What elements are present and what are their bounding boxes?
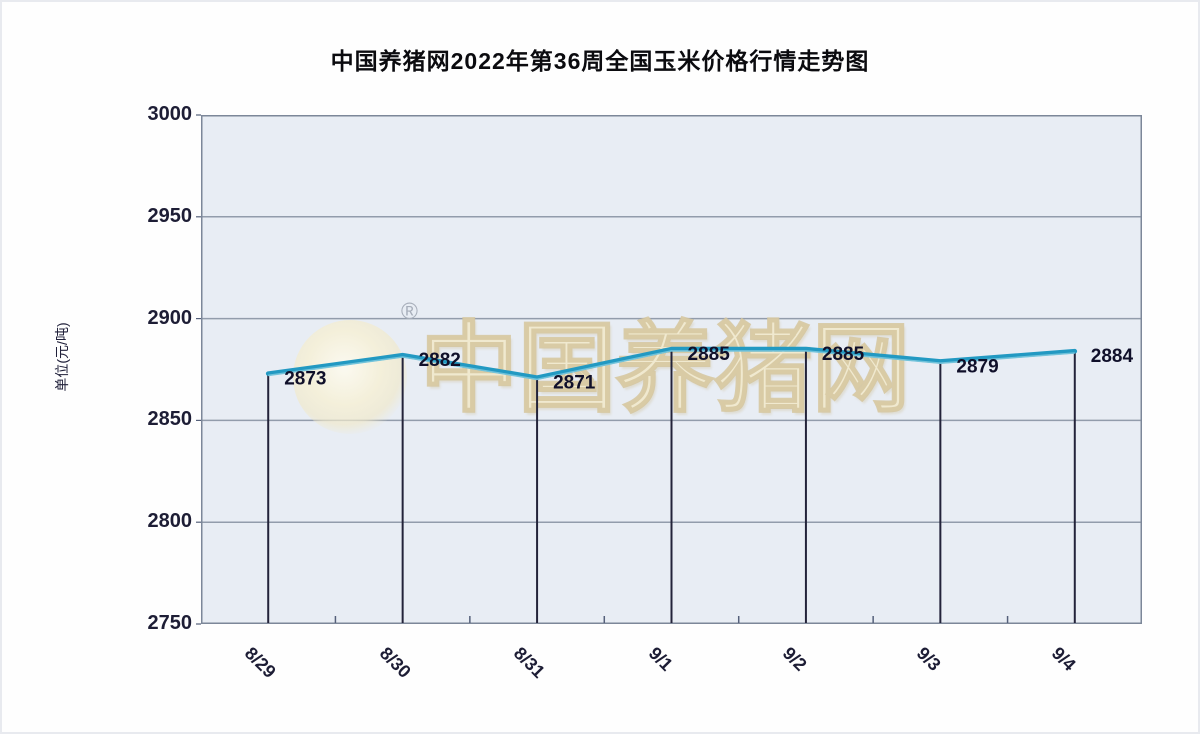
price-line <box>265 346 1078 380</box>
x-axis-tick-label: 9/2 <box>778 643 811 675</box>
data-label: 2871 <box>553 373 596 394</box>
x-axis-tick-label: 8/29 <box>241 643 280 682</box>
data-label: 2873 <box>284 369 326 390</box>
y-axis-tick-label: 2900 <box>147 306 193 329</box>
data-label: 2885 <box>822 344 865 365</box>
plot-border <box>201 115 1142 624</box>
y-axis-tick-label: 2800 <box>147 510 193 533</box>
data-label: 2885 <box>688 344 731 365</box>
x-axis-tick-label: 9/1 <box>644 643 677 675</box>
x-axis-tick-label: 8/31 <box>509 643 549 682</box>
watermark-text: 中国养猪网 <box>419 313 911 423</box>
registered-trademark-icon: ® <box>401 298 418 324</box>
y-axis-tick-label: 2750 <box>147 612 193 634</box>
x-axis-tick-label: 9/4 <box>1047 643 1080 675</box>
x-axis-tick-label: 8/30 <box>375 643 415 682</box>
data-label: 2882 <box>419 350 461 371</box>
watermark-logo-icon <box>293 320 407 434</box>
y-axis-unit-label: 单位(元/吨) <box>54 322 70 392</box>
plot-area: 中国养猪网 ® 2873 2882 2871 2885 2885 2879 2884 <box>196 114 1142 625</box>
y-axis-tick-label: 2850 <box>147 408 193 431</box>
chart-title: 中国养猪网2022年第36周全国玉米价格行情走势图 <box>330 48 870 74</box>
x-axis-tick-label: 9/3 <box>913 643 946 675</box>
data-label: 2884 <box>1091 346 1134 367</box>
y-axis-tick-label: 2950 <box>147 204 193 227</box>
data-label: 2879 <box>956 356 998 377</box>
price-line-highlight <box>268 350 1075 381</box>
y-axis-tick-label: 3000 <box>147 103 193 125</box>
line-series-layer: 2873 2882 2871 2885 2885 2879 2884 <box>265 344 1134 623</box>
